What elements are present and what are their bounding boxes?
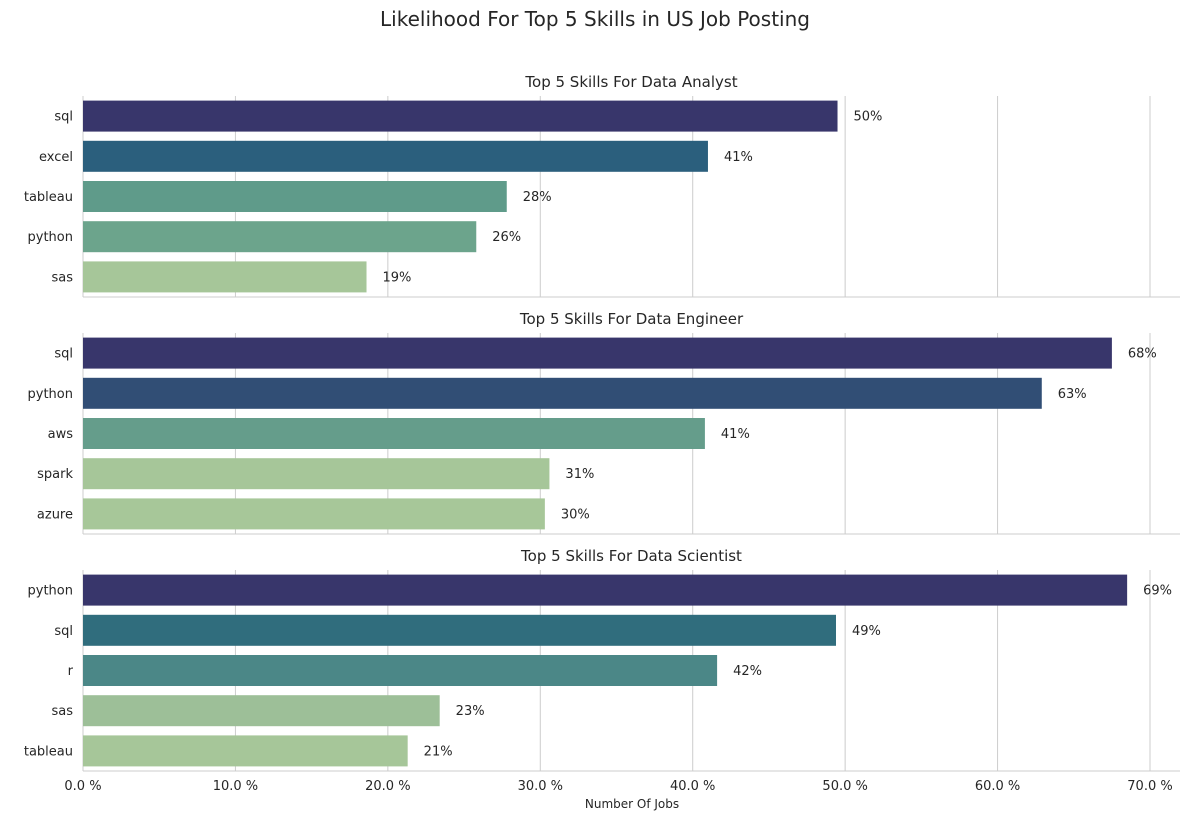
x-tick-label: 40.0 % [670, 779, 715, 794]
x-tick-label: 10.0 % [213, 779, 258, 794]
category-label: sas [51, 704, 73, 719]
panel-title: Top 5 Skills For Data Scientist [520, 547, 742, 565]
category-label: tableau [24, 190, 73, 205]
bar [83, 377, 1042, 409]
bar [83, 100, 838, 132]
data-label: 68% [1128, 347, 1157, 362]
bar [83, 418, 705, 449]
category-label: python [28, 230, 73, 245]
data-label: 31% [565, 467, 594, 482]
category-label: tableau [24, 744, 73, 759]
x-axis-label: Number Of Jobs [585, 797, 679, 811]
figure-title: Likelihood For Top 5 Skills in US Job Po… [380, 7, 810, 31]
bar [83, 261, 367, 293]
category-label: sql [54, 110, 73, 125]
category-label: sql [54, 624, 73, 639]
bar [83, 498, 545, 530]
bar [83, 337, 1112, 369]
data-label: 42% [733, 664, 762, 679]
data-label: 21% [424, 744, 453, 759]
data-label: 49% [852, 624, 881, 639]
bar [83, 221, 477, 253]
data-label: 28% [523, 190, 552, 205]
data-label: 41% [724, 150, 753, 165]
x-tick-label: 50.0 % [822, 779, 867, 794]
category-label: aws [48, 427, 74, 442]
data-label: 26% [492, 230, 521, 245]
category-label: sql [54, 347, 73, 362]
bar [83, 735, 408, 767]
x-tick-label: 30.0 % [518, 779, 563, 794]
chart-panel: Top 5 Skills For Data Engineer sql 68% pyth… [28, 310, 1180, 535]
bar [83, 695, 440, 727]
data-label: 30% [561, 507, 590, 522]
panel-title: Top 5 Skills For Data Analyst [524, 73, 737, 91]
x-tick-label: 60.0 % [975, 779, 1020, 794]
bar [83, 655, 718, 686]
bar [83, 458, 550, 490]
data-label: 63% [1058, 387, 1087, 402]
chart-panels: Top 5 Skills For Data Analyst sql 50% excel… [24, 73, 1180, 772]
data-label: 41% [721, 427, 750, 442]
category-label: spark [37, 467, 73, 482]
bar [83, 140, 708, 172]
data-label: 19% [383, 270, 412, 285]
category-label: python [28, 584, 73, 599]
data-label: 69% [1143, 584, 1172, 599]
chart-panel: Top 5 Skills For Data Analyst sql 50% excel… [24, 73, 1180, 298]
bar [83, 574, 1128, 606]
x-tick-label: 0.0 % [64, 779, 101, 794]
category-label: python [28, 387, 73, 402]
x-tick-label: 20.0 % [365, 779, 410, 794]
panel-title: Top 5 Skills For Data Engineer [519, 310, 744, 328]
category-label: r [68, 664, 74, 679]
bar [83, 614, 836, 646]
x-tick-label: 70.0 % [1127, 779, 1172, 794]
chart-panel: Top 5 Skills For Data Scientist python 69%… [24, 547, 1180, 772]
category-label: excel [39, 150, 73, 165]
category-label: sas [51, 270, 73, 285]
data-label: 23% [456, 704, 485, 719]
x-axis: 0.0 % 10.0 % 20.0 % 30.0 % 40.0 % 50.0 % 60.0 … [64, 779, 1172, 794]
category-label: azure [37, 507, 73, 522]
data-label: 50% [854, 110, 883, 125]
bar [83, 181, 507, 212]
